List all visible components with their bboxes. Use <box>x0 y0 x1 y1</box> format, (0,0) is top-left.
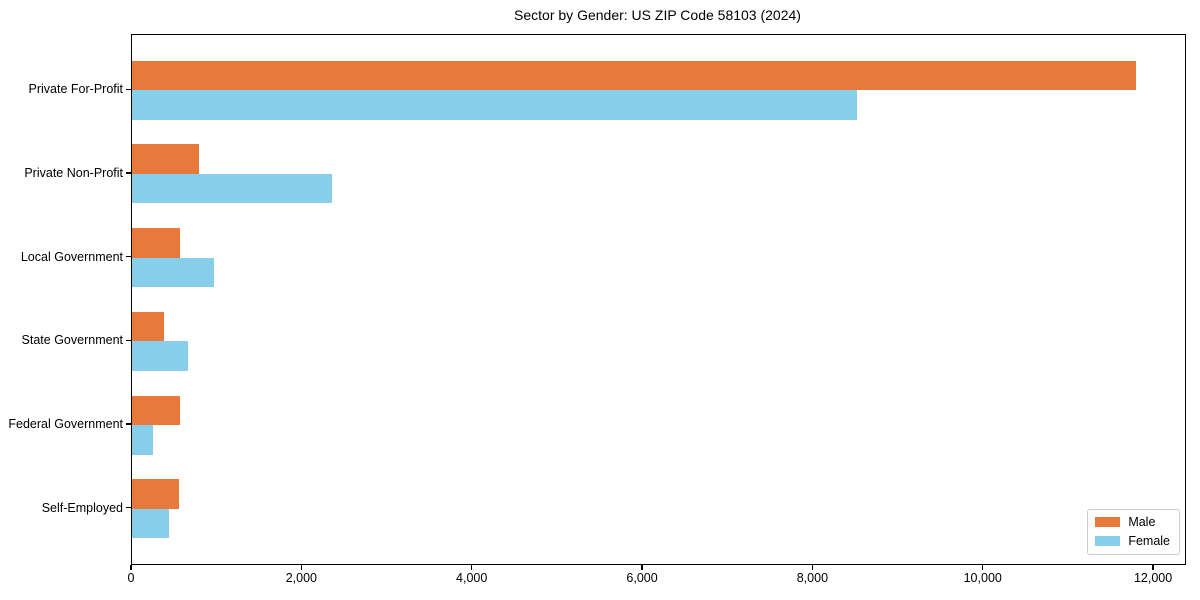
y-tick-mark <box>126 256 131 258</box>
y-tick-mark <box>126 88 131 90</box>
y-tick-mark <box>126 339 131 341</box>
bar-female-self-employed <box>132 508 169 539</box>
y-tick-mark <box>126 172 131 174</box>
legend-swatch-female-icon <box>1095 536 1121 546</box>
chart-title: Sector by Gender: US ZIP Code 58103 (202… <box>514 7 801 23</box>
y-tick-mark <box>126 423 131 425</box>
x-tick-mark <box>471 564 473 570</box>
x-tick-label-10-000: 10,000 <box>963 571 1002 585</box>
y-tick-label-state-government: State Government <box>21 333 123 348</box>
legend: Male Female <box>1087 509 1180 555</box>
x-tick-mark <box>811 564 814 570</box>
bar-female-private-non-profit <box>132 173 333 204</box>
y-tick-label-federal-government: Federal Government <box>8 417 123 432</box>
bar-male-self-employed <box>132 479 179 509</box>
bar-male-private-for-profit <box>132 60 1137 91</box>
legend-item-female: Female <box>1095 534 1170 548</box>
bars-layer <box>132 35 1185 564</box>
bar-male-state-government <box>132 311 164 342</box>
bar-female-state-government <box>132 341 189 371</box>
x-tick-label-6-000: 6,000 <box>626 571 658 585</box>
bar-male-local-government <box>132 228 180 258</box>
x-tick-label-2-000: 2,000 <box>285 571 317 585</box>
bar-male-federal-government <box>132 395 180 426</box>
x-tick-mark <box>982 564 984 570</box>
y-tick-mark <box>126 507 131 509</box>
bar-female-local-government <box>132 257 214 288</box>
y-tick-label-local-government: Local Government <box>20 249 123 264</box>
y-tick-label-private-for-profit: Private For-Profit <box>28 82 123 97</box>
bar-female-federal-government <box>132 425 154 455</box>
x-tick-label-8-000: 8,000 <box>796 571 829 585</box>
legend-item-male: Male <box>1095 515 1170 529</box>
y-tick-label-self-employed: Self-Employed <box>41 500 123 515</box>
y-tick-label-private-non-profit: Private Non-Profit <box>24 165 123 180</box>
legend-label-male: Male <box>1128 515 1156 529</box>
x-tick-label-0: 0 <box>127 571 135 585</box>
x-tick-mark <box>130 564 132 570</box>
x-tick-mark <box>1152 564 1154 570</box>
legend-swatch-male-icon <box>1095 517 1121 527</box>
x-tick-mark <box>641 564 643 570</box>
x-tick-mark <box>300 564 302 570</box>
bar-male-private-non-profit <box>132 144 200 174</box>
x-tick-label-12-000: 12,000 <box>1133 571 1173 585</box>
bar-female-private-for-profit <box>132 90 857 120</box>
plot-area: Male Female <box>131 34 1186 565</box>
x-tick-label-4-000: 4,000 <box>456 571 488 585</box>
legend-label-female: Female <box>1128 534 1170 548</box>
